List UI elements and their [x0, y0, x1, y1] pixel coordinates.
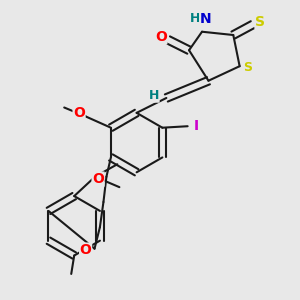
- Text: O: O: [92, 172, 104, 186]
- Text: N: N: [200, 12, 212, 26]
- Text: H: H: [149, 89, 159, 102]
- Text: S: S: [255, 15, 265, 28]
- Text: O: O: [80, 243, 92, 257]
- Text: O: O: [73, 106, 85, 120]
- Text: S: S: [244, 61, 253, 74]
- Text: H: H: [190, 12, 201, 25]
- Text: O: O: [155, 30, 167, 44]
- Text: I: I: [194, 119, 199, 133]
